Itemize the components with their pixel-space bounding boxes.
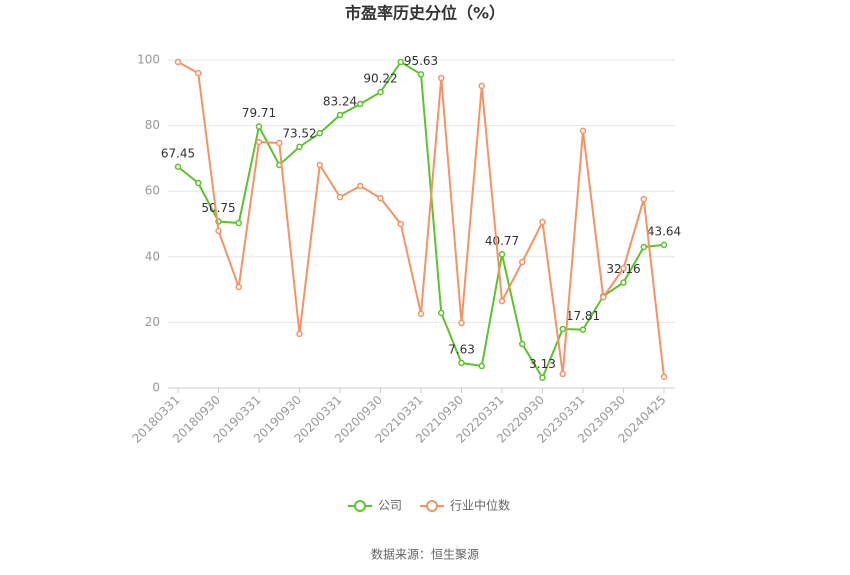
point bbox=[458, 319, 465, 327]
data-label: 67.45 bbox=[161, 146, 195, 160]
point bbox=[600, 293, 607, 301]
point bbox=[174, 163, 182, 171]
point bbox=[579, 127, 587, 135]
point bbox=[539, 374, 546, 381]
point bbox=[498, 297, 506, 305]
point bbox=[559, 325, 566, 333]
point bbox=[316, 129, 323, 137]
point bbox=[377, 194, 384, 202]
point bbox=[640, 195, 647, 203]
data-label: 79.71 bbox=[242, 106, 276, 120]
point bbox=[417, 310, 425, 318]
point bbox=[255, 123, 263, 130]
y-tick-label: 60 bbox=[145, 184, 160, 198]
data-label: 90.22 bbox=[363, 72, 397, 86]
data-label: 3.13 bbox=[529, 357, 556, 371]
data-label: 50.75 bbox=[201, 201, 235, 215]
point bbox=[397, 220, 404, 228]
point bbox=[255, 138, 263, 146]
point bbox=[519, 258, 526, 266]
data-label: 43.64 bbox=[647, 224, 681, 238]
data-label: 17.81 bbox=[566, 309, 600, 323]
point bbox=[276, 139, 283, 147]
point bbox=[296, 143, 303, 151]
point bbox=[539, 218, 546, 226]
point bbox=[438, 74, 445, 82]
legend-marker bbox=[354, 500, 366, 512]
data-label: 73.52 bbox=[282, 126, 316, 140]
point bbox=[579, 326, 587, 333]
point bbox=[620, 279, 627, 286]
point bbox=[296, 330, 303, 338]
source-note: 数据来源：恒生聚源 bbox=[371, 547, 479, 562]
point bbox=[357, 182, 364, 190]
point bbox=[660, 373, 668, 381]
point bbox=[660, 241, 668, 249]
point bbox=[195, 179, 202, 187]
point bbox=[438, 309, 445, 317]
point bbox=[377, 88, 384, 96]
point bbox=[417, 71, 425, 78]
point bbox=[498, 251, 506, 258]
point bbox=[336, 193, 344, 201]
point bbox=[478, 82, 485, 90]
chart-title: 市盈率历史分位（%） bbox=[345, 4, 505, 23]
point bbox=[519, 340, 526, 348]
point bbox=[235, 219, 242, 227]
point bbox=[640, 243, 647, 251]
y-tick-label: 100 bbox=[137, 53, 160, 67]
data-label: 40.77 bbox=[485, 234, 519, 248]
y-tick-label: 0 bbox=[152, 381, 160, 395]
legend-marker bbox=[426, 500, 439, 512]
legend-label: 公司 bbox=[378, 499, 402, 513]
point bbox=[235, 283, 242, 291]
point bbox=[336, 111, 344, 119]
y-tick-label: 40 bbox=[145, 249, 160, 263]
point bbox=[397, 58, 404, 66]
data-label: 7.63 bbox=[448, 342, 475, 356]
data-label: 95.63 bbox=[404, 54, 438, 68]
data-label: 83.24 bbox=[323, 94, 357, 108]
point bbox=[620, 265, 627, 272]
point bbox=[478, 362, 485, 370]
y-tick-label: 20 bbox=[145, 315, 160, 329]
point bbox=[559, 370, 566, 378]
point bbox=[458, 359, 465, 367]
point bbox=[316, 161, 323, 169]
legend-label: 行业中位数 bbox=[450, 498, 510, 513]
point bbox=[174, 58, 182, 66]
point bbox=[357, 100, 364, 108]
point bbox=[215, 227, 222, 235]
y-tick-label: 80 bbox=[145, 118, 160, 132]
point bbox=[195, 69, 202, 77]
